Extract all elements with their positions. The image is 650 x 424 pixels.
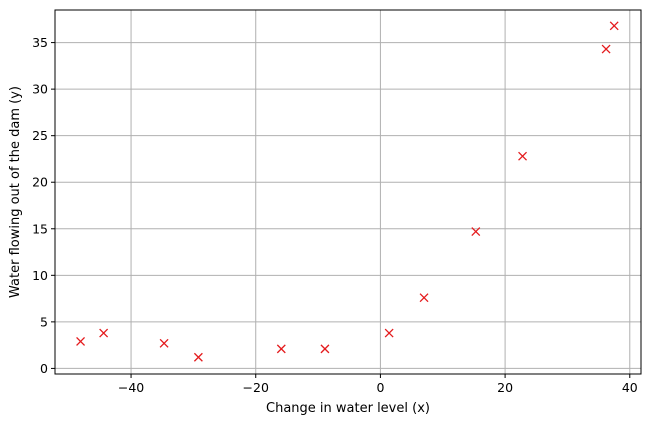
y-tick-label: 30 xyxy=(32,82,48,97)
y-tick-label: 0 xyxy=(40,361,48,376)
y-tick-label: 5 xyxy=(40,314,48,329)
y-axis-label: Water flowing out of the dam (y) xyxy=(8,86,23,298)
x-tick-label: −20 xyxy=(243,380,269,395)
data-point xyxy=(601,44,611,54)
data-points xyxy=(76,21,619,362)
y-tick-label: 20 xyxy=(32,175,48,190)
x-axis-label: Change in water level (x) xyxy=(266,401,430,416)
data-point xyxy=(320,344,330,354)
data-point xyxy=(193,352,203,362)
y-tick-label: 10 xyxy=(32,268,48,283)
grid xyxy=(55,10,641,374)
y-tick-label: 25 xyxy=(32,128,48,143)
x-tick-label: 20 xyxy=(497,380,513,395)
ticks: −40 −20 0 20 40 0 5 10 15 20 25 30 35 xyxy=(32,35,638,395)
data-point xyxy=(518,151,528,161)
data-point xyxy=(159,338,169,348)
data-point xyxy=(384,328,394,338)
data-point xyxy=(419,293,429,303)
x-tick-label: 40 xyxy=(622,380,638,395)
data-point xyxy=(99,328,109,338)
x-tick-label: 0 xyxy=(376,380,384,395)
data-point xyxy=(609,21,619,31)
data-point xyxy=(471,227,481,237)
y-tick-label: 35 xyxy=(32,35,48,50)
y-tick-label: 15 xyxy=(32,221,48,236)
data-point xyxy=(276,344,286,354)
plot-frame xyxy=(54,9,642,375)
data-point xyxy=(76,336,86,346)
x-tick-label: −40 xyxy=(118,380,144,395)
